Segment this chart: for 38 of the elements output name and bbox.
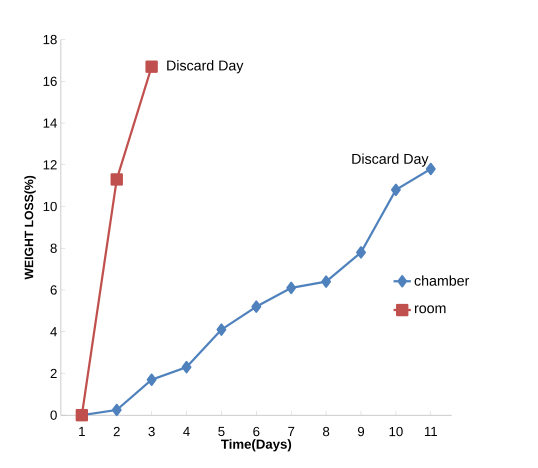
point bbox=[182, 361, 192, 374]
point bbox=[146, 374, 157, 386]
legend-label: room bbox=[414, 305, 446, 314]
y-tick-label: 10 bbox=[44, 202, 57, 212]
x-tick-label: 5 bbox=[218, 426, 225, 436]
x-tick-label: 7 bbox=[288, 426, 294, 436]
point bbox=[390, 184, 401, 196]
y-tick-label: 12 bbox=[44, 160, 57, 170]
point bbox=[112, 404, 122, 416]
x-tick-label: 9 bbox=[358, 426, 364, 436]
x-tick-label: 11 bbox=[424, 426, 437, 436]
point bbox=[216, 323, 226, 336]
x-tick-label: 6 bbox=[253, 426, 260, 436]
annotation: Discard Day bbox=[352, 153, 428, 167]
y-axis-title: WEIGHT LOSS(%) bbox=[24, 176, 36, 280]
y-tick-label: 14 bbox=[44, 118, 57, 128]
y-tick-label: 2 bbox=[50, 368, 57, 378]
point bbox=[145, 60, 158, 73]
legend-label: chamber bbox=[414, 275, 470, 286]
y-tick-label: 8 bbox=[50, 244, 57, 253]
point bbox=[251, 300, 262, 313]
y-tick-label: 6 bbox=[50, 285, 57, 295]
y-tick-label: 4 bbox=[50, 327, 57, 336]
x-tick-label: 1 bbox=[79, 426, 85, 436]
y-tick-label: 0 bbox=[50, 410, 57, 420]
x-tick-label: 2 bbox=[114, 426, 120, 436]
x-tick-label: 8 bbox=[323, 426, 330, 436]
y-tick-label: 18 bbox=[44, 34, 57, 44]
x-tick-label: 4 bbox=[183, 426, 190, 436]
point bbox=[321, 275, 332, 288]
y-tick-label: 16 bbox=[44, 76, 57, 86]
point bbox=[356, 246, 366, 259]
x-tick-label: 3 bbox=[148, 426, 155, 436]
point bbox=[110, 173, 123, 186]
x-tick-label: 10 bbox=[390, 426, 403, 436]
point bbox=[286, 282, 296, 294]
annotation: Discard Day bbox=[167, 60, 244, 74]
x-axis-title: Time(Days) bbox=[221, 439, 292, 452]
